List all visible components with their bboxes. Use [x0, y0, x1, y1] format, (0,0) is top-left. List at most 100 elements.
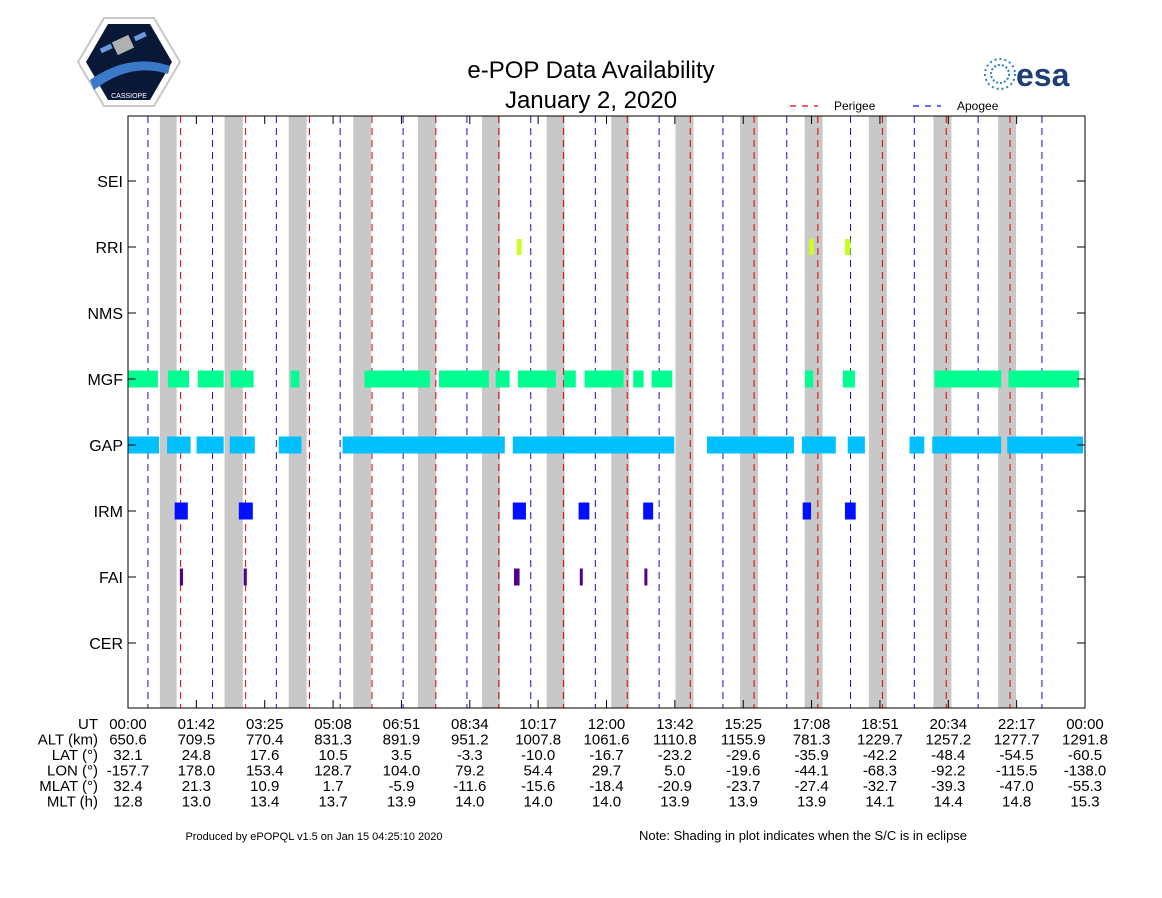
table-cell: 14.4: [934, 794, 963, 811]
eclipse-band-7: [611, 116, 630, 708]
table-cell: 3.5: [391, 747, 412, 764]
table-cell: -19.6: [726, 763, 760, 780]
table-cell: 24.8: [182, 747, 211, 764]
table-cell: 32.1: [113, 747, 142, 764]
gap-bar-5: [342, 436, 505, 454]
gap-bar-12: [1007, 436, 1084, 454]
y-label-sei: SEI: [97, 174, 123, 191]
chart-title: e-POP Data Availability: [467, 57, 714, 84]
table-cell: 10.5: [318, 747, 347, 764]
table-cell: 5.0: [664, 763, 685, 780]
mgf-bar-5: [364, 370, 430, 388]
y-label-fai: FAI: [99, 570, 123, 587]
table-cell: -39.3: [931, 778, 965, 795]
table-cell: 32.4: [113, 778, 142, 795]
table-cell: 1155.9: [721, 732, 766, 749]
table-cell: 13.4: [250, 794, 279, 811]
table-cell: 10:17: [519, 716, 557, 733]
table-cell: 831.3: [314, 732, 352, 749]
table-cell: 13.9: [797, 794, 826, 811]
table-cell: -48.4: [931, 747, 965, 764]
eclipse-band-5: [482, 116, 501, 708]
table-cell: 06:51: [383, 716, 421, 733]
table-cell: 650.6: [109, 732, 147, 749]
fai-bar-1: [243, 568, 247, 586]
table-cell: 10.9: [250, 778, 279, 795]
table-cell: -55.3: [1068, 778, 1102, 795]
table-cell: -92.2: [931, 763, 965, 780]
gap-bar-10: [909, 436, 925, 454]
mgf-bar-8: [517, 370, 556, 388]
gap-bar-8: [801, 436, 836, 454]
eclipse-band-13: [998, 116, 1017, 708]
legend-perigee-label: Perigee: [834, 99, 876, 113]
table-cell: 12.8: [113, 794, 142, 811]
table-cell: 00:00: [1066, 716, 1104, 733]
mgf-bar-12: [651, 370, 673, 388]
table-cell: 13.7: [318, 794, 347, 811]
mgf-bar-4: [290, 370, 300, 388]
table-row-label: MLT (h): [47, 794, 98, 811]
table-row-label: LAT (°): [52, 747, 98, 764]
table-cell: 1229.7: [857, 732, 903, 749]
y-label-nms: NMS: [87, 306, 123, 323]
table-cell: 14.0: [524, 794, 553, 811]
chart-subtitle: January 2, 2020: [505, 87, 677, 114]
legend-apogee-label: Apogee: [957, 99, 999, 113]
table-cell: 03:25: [246, 716, 284, 733]
table-cell: -115.5: [996, 763, 1037, 780]
eclipse-band-9: [740, 116, 759, 708]
table-cell: -32.7: [863, 778, 897, 795]
eclipse-band-2: [288, 116, 307, 708]
table-cell: 13:42: [656, 716, 694, 733]
table-row-label: LON (°): [47, 763, 98, 780]
table-cell: -10.0: [521, 747, 555, 764]
gap-bar-9: [847, 436, 865, 454]
rri-bar-1: [809, 239, 814, 255]
table-row-label: ALT (km): [38, 732, 98, 749]
table-cell: 17.6: [250, 747, 279, 764]
mgf-bar-1: [167, 370, 190, 388]
gap-bar-6: [512, 436, 675, 454]
rri-bar-2: [844, 239, 851, 255]
mgf-bar-2: [197, 370, 224, 388]
table-cell: -23.2: [658, 747, 692, 764]
esa-logo-text: esa: [1016, 57, 1070, 93]
table-cell: 1257.2: [925, 732, 971, 749]
table-cell: -20.9: [658, 778, 692, 795]
mgf-bar-9: [563, 370, 576, 388]
mgf-bar-7: [495, 370, 510, 388]
gap-bar-2: [196, 436, 224, 454]
table-cell: 79.2: [455, 763, 484, 780]
eclipse-band-0: [159, 116, 177, 708]
eclipse-band-8: [675, 116, 694, 708]
mgf-bar-15: [934, 370, 1002, 388]
table-cell: 01:42: [178, 716, 216, 733]
esa-logo: esa: [984, 57, 1070, 93]
plot-area: SEI RRI NMS MGF GAP IRM FAI CER: [87, 115, 1086, 709]
table-cell: 14.8: [1002, 794, 1031, 811]
mgf-bar-6: [439, 370, 489, 388]
fai-bar-3: [579, 568, 583, 586]
table-cell: 128.7: [314, 763, 352, 780]
table-cell: -3.3: [457, 747, 483, 764]
table-cell: -11.6: [453, 778, 486, 795]
table-cell: -42.2: [863, 747, 897, 764]
table-cell: 29.7: [592, 763, 621, 780]
y-label-rri: RRI: [95, 240, 123, 257]
produced-by-text: Produced by ePOPQL v1.5 on Jan 15 04:25:…: [185, 831, 442, 843]
gap-bar-7: [706, 436, 794, 454]
table-cell: 00:00: [109, 716, 147, 733]
mgf-bar-14: [842, 370, 855, 388]
table-cell: 1061.6: [584, 732, 630, 749]
table-cell: -47.0: [1000, 778, 1034, 795]
table-cell: -27.4: [794, 778, 828, 795]
table-cell: 1291.8: [1062, 732, 1108, 749]
y-label-mgf: MGF: [87, 372, 123, 389]
y-label-gap: GAP: [89, 438, 123, 455]
irm-bar-2: [512, 502, 526, 520]
table-cell: -157.7: [107, 763, 150, 780]
table-cell: 15:25: [724, 716, 762, 733]
table-cell: 08:34: [451, 716, 489, 733]
fai-bar-0: [179, 568, 184, 586]
